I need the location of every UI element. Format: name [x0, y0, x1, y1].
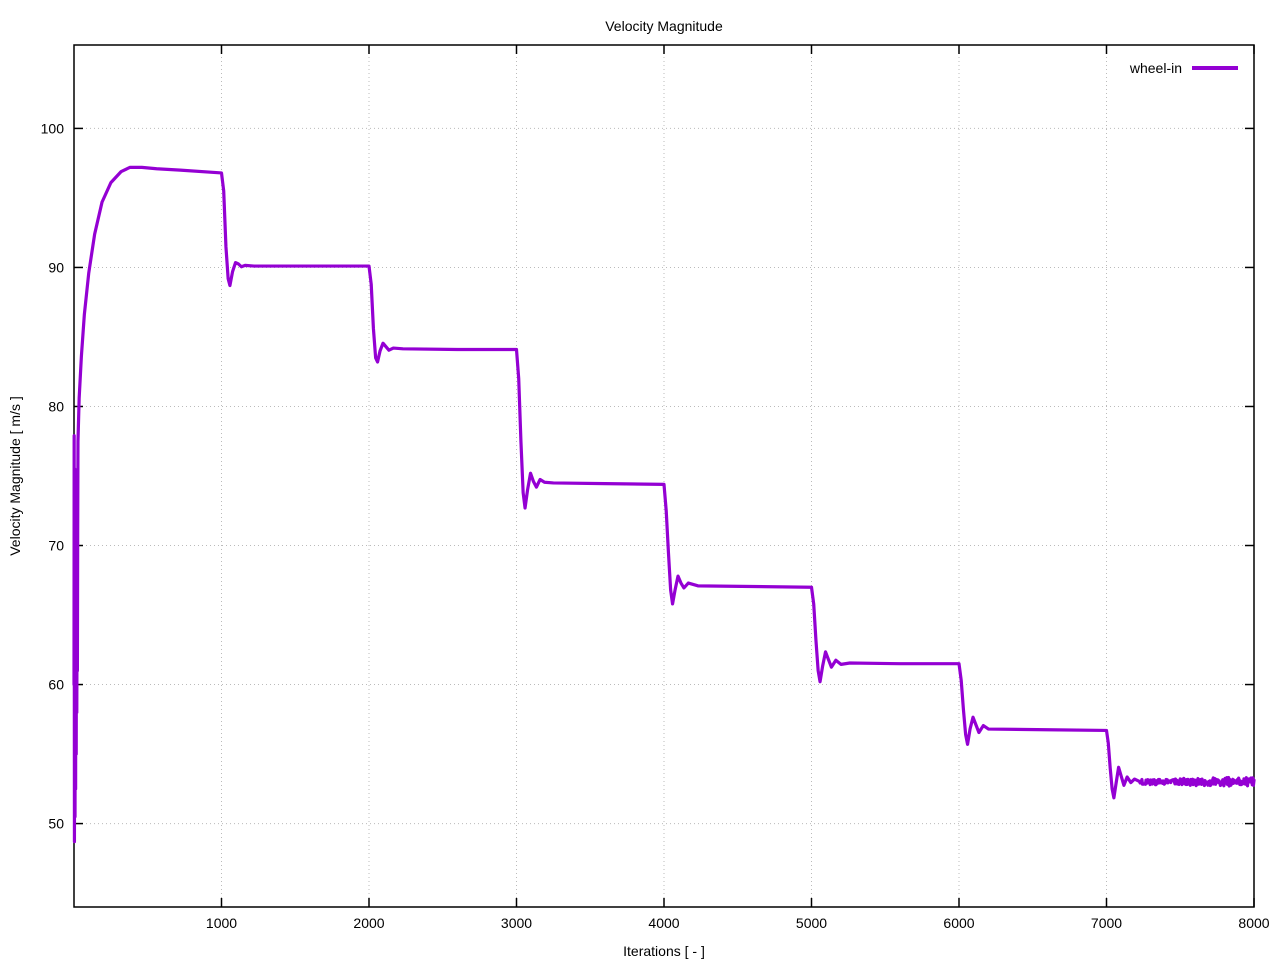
- x-tick-label: 6000: [943, 915, 974, 931]
- x-axis-label: Iterations [ - ]: [623, 943, 705, 959]
- series-line-wheel-in: [72, 165, 1256, 844]
- grid-layer: [74, 45, 1255, 907]
- x-tick-label: 3000: [501, 915, 532, 931]
- x-tick-label: 5000: [796, 915, 827, 931]
- x-tick-label: 8000: [1238, 915, 1269, 931]
- x-tick-label: 1000: [206, 915, 237, 931]
- y-tick-label: 80: [48, 398, 64, 414]
- x-tick-label: 4000: [648, 915, 679, 931]
- y-tick-label: 50: [48, 816, 64, 832]
- y-tick-label: 90: [48, 259, 64, 275]
- chart-title: Velocity Magnitude: [605, 18, 723, 34]
- legend: wheel-in: [1129, 60, 1238, 76]
- y-tick-label: 100: [41, 120, 65, 136]
- y-tick-label: 70: [48, 538, 64, 554]
- y-axis-label: Velocity Magnitude [ m/s ]: [7, 396, 23, 556]
- x-tick-label: 2000: [353, 915, 384, 931]
- tick-label-layer: 1000 2000 3000 4000 5000 6000 7000 8000 50 60 70 80…: [41, 120, 1270, 931]
- x-tick-label: 7000: [1091, 915, 1122, 931]
- legend-entry-label: wheel-in: [1129, 60, 1182, 76]
- y-tick-label: 60: [48, 677, 64, 693]
